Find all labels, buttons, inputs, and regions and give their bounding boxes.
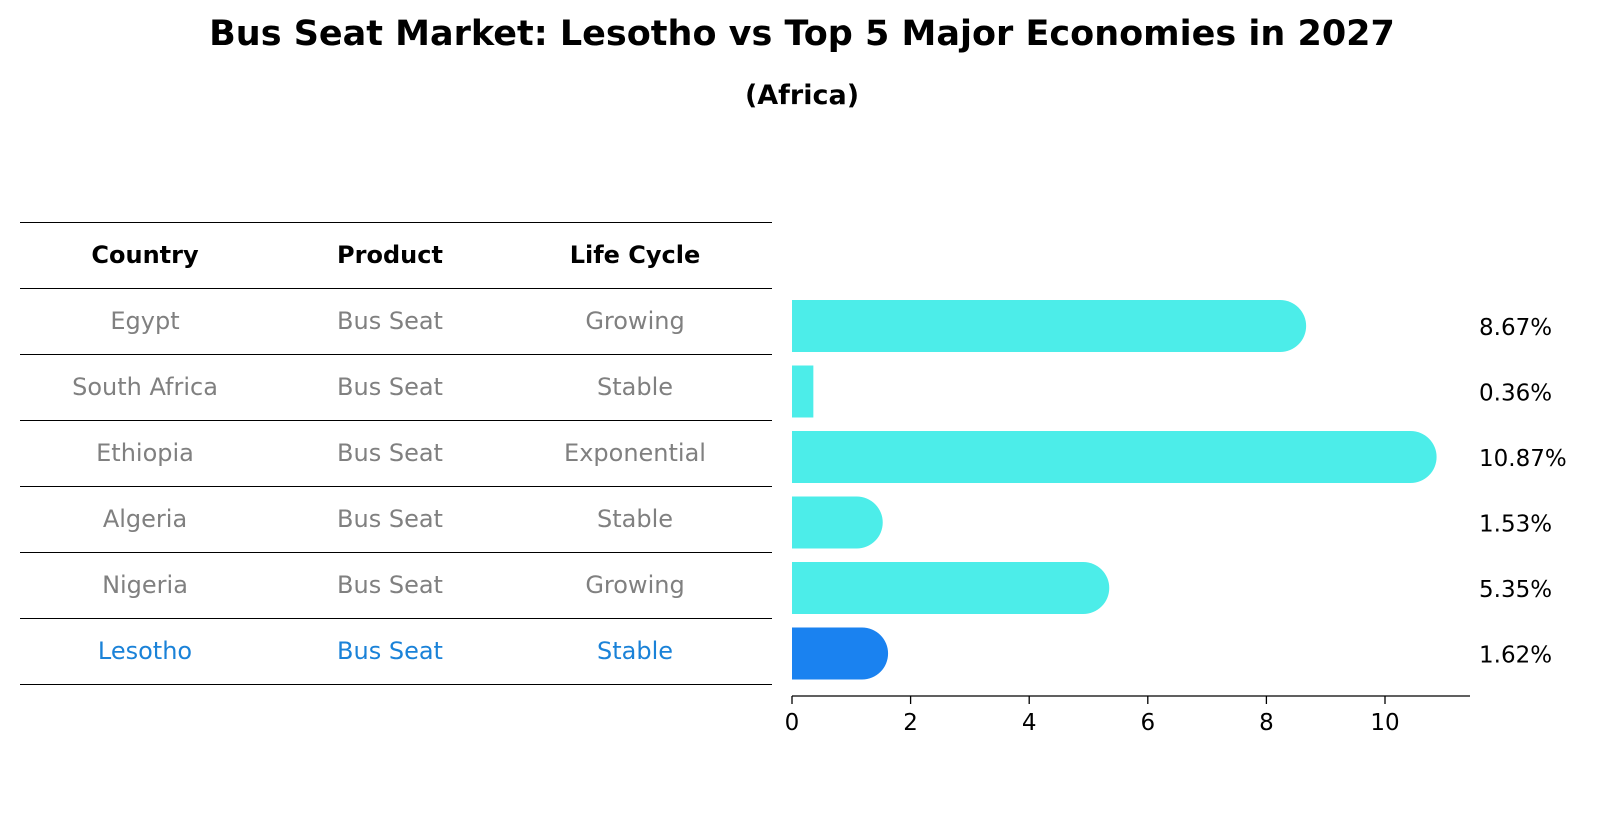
x-tick-label: 0	[785, 710, 800, 736]
cell-country: Nigeria	[102, 571, 188, 599]
cell-country: Ethiopia	[96, 439, 194, 467]
bar-lesotho	[792, 627, 889, 680]
data-label: 8.67%	[1479, 315, 1552, 341]
x-tick-label: 2	[903, 710, 918, 736]
cell-country-highlight: Lesotho	[97, 637, 193, 665]
data-label: 5.35%	[1479, 577, 1552, 603]
x-tick-label: 6	[1140, 710, 1155, 736]
header-country: Country	[91, 241, 199, 269]
table-rule	[20, 618, 772, 619]
data-label: 0.36%	[1479, 381, 1552, 407]
cell-product: Bus Seat	[337, 439, 443, 467]
cell-life-cycle: Growing	[585, 571, 685, 599]
bar-egypt	[792, 300, 1307, 352]
cell-country: Egypt	[110, 307, 180, 335]
cell-life-cycle-highlight: Stable	[596, 637, 674, 665]
data-label: 10.87%	[1479, 446, 1567, 472]
chart-subtitle: (Africa)	[744, 80, 860, 111]
table-rule-top	[20, 222, 772, 223]
x-tick-label: 4	[1022, 710, 1037, 736]
chart-title: Bus Seat Market: Lesotho vs Top 5 Major …	[209, 14, 1395, 54]
bar-south-africa	[792, 365, 814, 418]
header-product: Product	[337, 241, 443, 269]
cell-product: Bus Seat	[337, 505, 443, 533]
header-life-cycle: Life Cycle	[569, 241, 701, 269]
table-rule	[20, 552, 772, 553]
table-rule	[20, 354, 772, 355]
bar-ethiopia	[792, 431, 1437, 483]
bar-algeria	[792, 496, 883, 549]
table-rule-header	[20, 288, 772, 289]
table-rule	[20, 486, 772, 487]
x-tick-label: 8	[1259, 710, 1274, 736]
cell-product: Bus Seat	[337, 307, 443, 335]
data-label: 1.62%	[1479, 643, 1552, 669]
table-rule-bottom	[20, 684, 772, 685]
cell-product: Bus Seat	[337, 373, 443, 401]
cell-life-cycle: Stable	[596, 373, 674, 401]
cell-life-cycle: Growing	[585, 307, 685, 335]
cell-life-cycle: Exponential	[564, 439, 706, 467]
bar-nigeria	[792, 562, 1110, 614]
cell-life-cycle: Stable	[596, 505, 674, 533]
cell-country: Algeria	[102, 505, 188, 533]
cell-product-highlight: Bus Seat	[337, 637, 443, 665]
cell-country: South Africa	[72, 373, 218, 401]
table-rule	[20, 420, 772, 421]
cell-product: Bus Seat	[337, 571, 443, 599]
data-label: 1.53%	[1479, 512, 1552, 538]
x-tick-label: 10	[1370, 710, 1399, 736]
